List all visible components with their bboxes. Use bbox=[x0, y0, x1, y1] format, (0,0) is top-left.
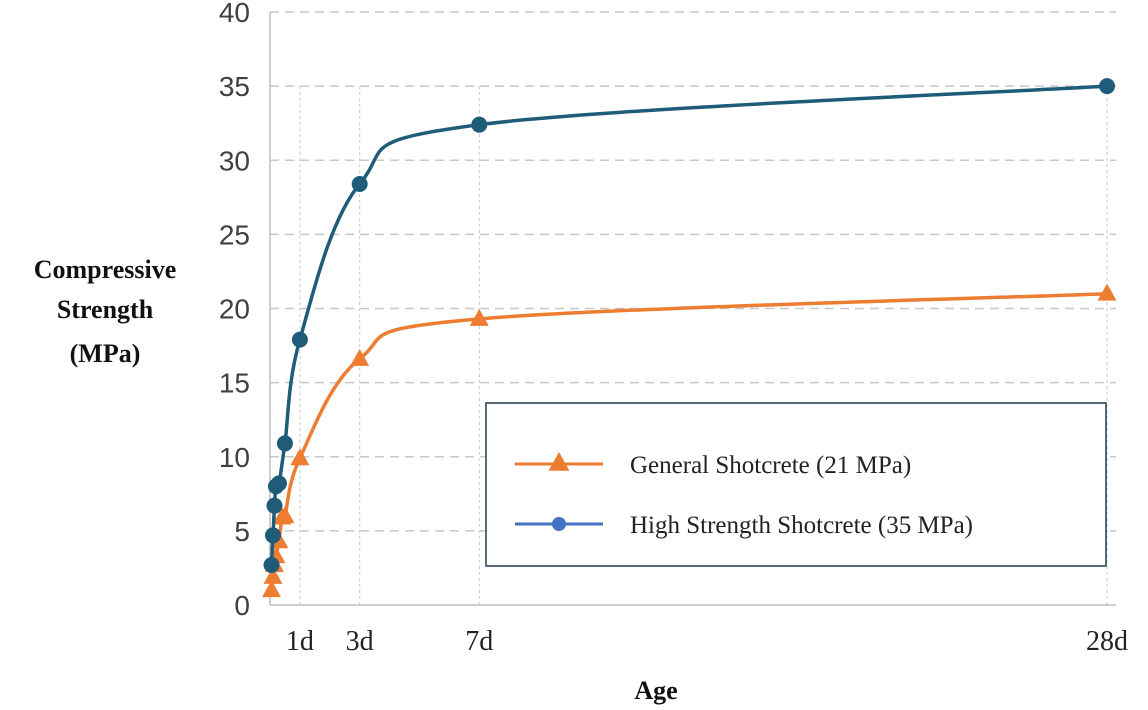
data-point-circle bbox=[270, 475, 287, 492]
legend-label-general: General Shotcrete (21 MPa) bbox=[630, 452, 911, 479]
y-axis-title-line-1: Compressive bbox=[34, 255, 177, 284]
legend-label-high-strength: High Strength Shotcrete (35 MPa) bbox=[630, 512, 973, 539]
legend: General Shotcrete (21 MPa) High Strength… bbox=[485, 402, 1107, 567]
data-point-circle bbox=[266, 497, 283, 514]
x-axis-title: Age bbox=[634, 676, 677, 705]
series-layer bbox=[261, 78, 1117, 598]
data-point-triangle bbox=[263, 566, 283, 584]
x-tick-label: 7d bbox=[465, 626, 493, 657]
legend-box bbox=[485, 402, 1107, 567]
data-point-circle bbox=[351, 175, 368, 192]
y-tick-label: 0 bbox=[234, 590, 250, 621]
data-point-circle bbox=[263, 556, 280, 573]
y-tick-label: 10 bbox=[219, 442, 250, 473]
data-point-triangle bbox=[350, 348, 370, 366]
y-axis-title-line-2: Strength bbox=[57, 295, 154, 324]
data-point-circle bbox=[276, 435, 293, 452]
y-tick-label: 30 bbox=[219, 145, 250, 176]
x-tick-label: 3d bbox=[346, 626, 374, 657]
data-point-circle bbox=[471, 116, 488, 133]
x-tick-labels: 1d 3d 7d 28d bbox=[286, 626, 1128, 657]
data-point-triangle bbox=[261, 580, 281, 598]
data-point-circle bbox=[291, 331, 308, 348]
y-tick-label: 20 bbox=[219, 294, 250, 325]
legend-triangle-marker bbox=[548, 452, 570, 471]
data-point-circle bbox=[1099, 78, 1116, 95]
x-tick-label: 28d bbox=[1086, 626, 1128, 657]
data-point-triangle bbox=[275, 506, 295, 524]
x-tick-label: 1d bbox=[286, 626, 314, 657]
legend-circle-marker bbox=[552, 517, 566, 531]
data-point-circle bbox=[264, 527, 281, 544]
y-tick-labels: 0 5 10 15 20 25 30 35 40 bbox=[219, 0, 250, 621]
data-point-triangle bbox=[1097, 283, 1117, 301]
data-point-triangle bbox=[290, 448, 310, 466]
y-tick-label: 15 bbox=[219, 368, 250, 399]
y-axis-title-line-3: (MPa) bbox=[70, 339, 141, 368]
y-tick-label: 40 bbox=[219, 0, 250, 28]
y-tick-label: 25 bbox=[219, 219, 250, 250]
data-point-triangle bbox=[469, 308, 489, 326]
y-tick-label: 35 bbox=[219, 71, 250, 102]
y-tick-label: 5 bbox=[234, 516, 250, 547]
grid-layer bbox=[270, 11, 1116, 532]
